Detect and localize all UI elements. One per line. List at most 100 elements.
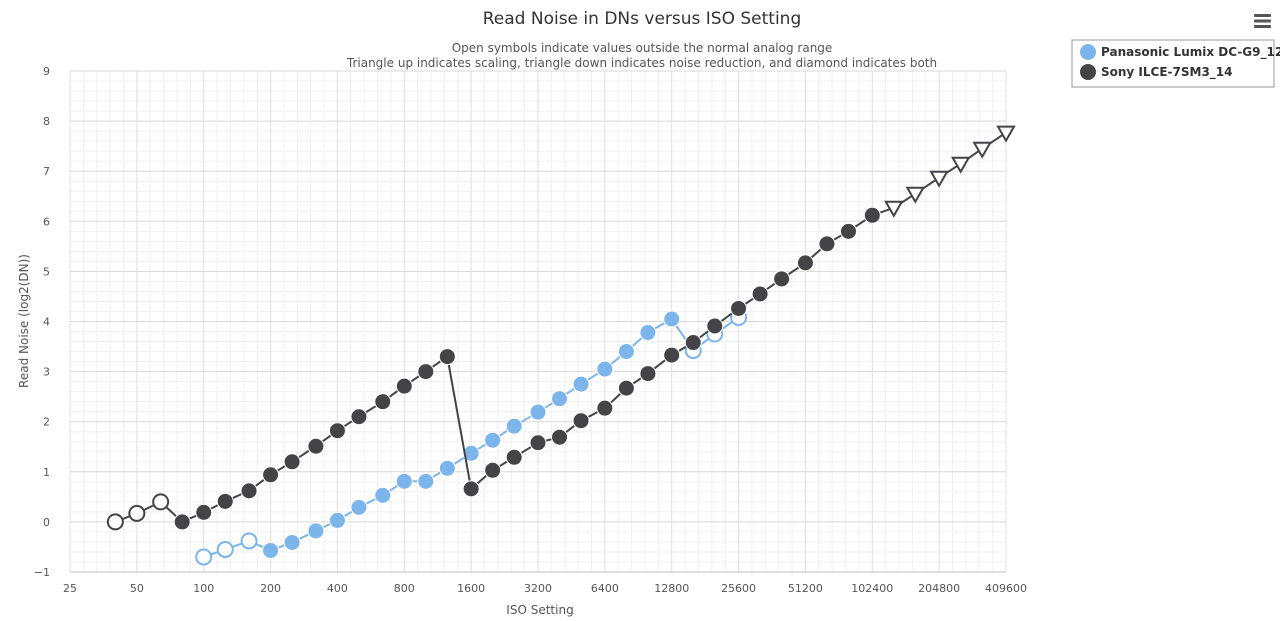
data-point[interactable] (863, 206, 881, 224)
x-tick-label: 204800 (918, 582, 960, 595)
data-point[interactable] (796, 254, 814, 272)
data-point[interactable] (350, 498, 368, 516)
data-point[interactable] (395, 472, 413, 490)
y-tick-label: 3 (43, 366, 50, 379)
data-point[interactable] (572, 412, 590, 430)
data-point-triangle-down[interactable] (884, 200, 904, 218)
data-point[interactable] (438, 459, 456, 477)
data-point[interactable] (462, 480, 480, 498)
legend-item-panasonic[interactable]: Panasonic Lumix DC-G9_12 (1080, 44, 1280, 60)
data-point[interactable] (283, 453, 301, 471)
major-grid (69, 70, 1007, 573)
x-axis-title: ISO Setting (506, 603, 573, 617)
x-tick-label: 50 (130, 582, 144, 595)
y-axis-title: Read Noise (log2(DN)) (17, 254, 31, 388)
x-tick-label: 51200 (788, 582, 823, 595)
data-point[interactable] (484, 431, 502, 449)
chart-subtitle-line-2: Triangle up indicates scaling, triangle … (346, 56, 937, 70)
y-tick-label: 6 (43, 215, 50, 228)
x-tick-label: 6400 (591, 582, 619, 595)
data-point-triangle-down[interactable] (950, 156, 971, 174)
data-point[interactable] (350, 408, 368, 426)
data-point[interactable] (195, 503, 213, 521)
data-point-triangle-down[interactable] (929, 170, 949, 188)
data-point[interactable] (596, 399, 614, 417)
data-point[interactable] (730, 299, 748, 317)
x-axis-ticks: 25 50 100 200 400 800 1600 3200 6400 12800 25600 51… (63, 582, 1027, 595)
data-point[interactable] (438, 348, 456, 366)
data-point-open[interactable] (216, 540, 234, 558)
data-point[interactable] (417, 472, 435, 490)
data-point[interactable] (751, 285, 769, 303)
data-point[interactable] (374, 486, 392, 504)
data-point[interactable] (551, 428, 569, 446)
legend-label-sony: Sony ILCE-7SM3_14 (1101, 65, 1233, 80)
data-point[interactable] (240, 482, 258, 500)
y-axis-ticks: −1 0 1 2 3 4 5 6 7 8 9 (34, 65, 50, 579)
data-point-open[interactable] (128, 504, 146, 522)
data-point[interactable] (773, 270, 791, 288)
x-tick-label: 1600 (457, 582, 485, 595)
data-point[interactable] (596, 360, 614, 378)
series-panasonic (195, 308, 748, 566)
data-point[interactable] (529, 434, 547, 452)
data-point-open[interactable] (152, 493, 170, 511)
legend-label-panasonic: Panasonic Lumix DC-G9_12 (1101, 45, 1280, 60)
y-tick-label: 7 (43, 165, 50, 178)
data-point[interactable] (617, 379, 635, 397)
data-point[interactable] (417, 363, 435, 381)
legend-item-sony[interactable]: Sony ILCE-7SM3_14 (1080, 64, 1233, 80)
y-tick-label: 1 (43, 466, 50, 479)
y-tick-label: 9 (43, 65, 50, 78)
data-point[interactable] (307, 437, 325, 455)
x-tick-label: 12800 (654, 582, 689, 595)
data-point-open[interactable] (106, 513, 124, 531)
data-point[interactable] (505, 448, 523, 466)
x-tick-label: 102400 (851, 582, 893, 595)
data-point-triangle-down[interactable] (905, 186, 926, 204)
data-point[interactable] (374, 393, 392, 411)
data-point[interactable] (216, 492, 234, 510)
data-point[interactable] (684, 334, 702, 352)
data-point-triangle-down[interactable] (972, 141, 992, 159)
hamburger-menu-icon[interactable] (1253, 13, 1273, 31)
data-point[interactable] (572, 375, 590, 393)
y-tick-label: 0 (43, 516, 50, 529)
x-tick-label: 3200 (524, 582, 552, 595)
data-point[interactable] (706, 317, 724, 335)
data-point[interactable] (839, 222, 857, 240)
data-point-triangle-down[interactable] (996, 125, 1016, 143)
data-point[interactable] (462, 444, 480, 462)
data-point[interactable] (484, 461, 502, 479)
x-tick-label: 25600 (721, 582, 756, 595)
data-point[interactable] (505, 417, 523, 435)
legend: Panasonic Lumix DC-G9_12 Sony ILCE-7SM3_… (1071, 39, 1280, 88)
x-tick-label: 100 (193, 582, 214, 595)
legend-marker-sony (1080, 64, 1096, 80)
legend-box (1071, 39, 1275, 88)
data-point-open[interactable] (195, 548, 213, 566)
chart-title: Read Noise in DNs versus ISO Setting (483, 9, 802, 29)
data-point[interactable] (283, 533, 301, 551)
x-tick-label: 400 (327, 582, 348, 595)
data-point[interactable] (663, 346, 681, 364)
data-point[interactable] (395, 377, 413, 395)
y-tick-label: 4 (43, 316, 50, 329)
y-tick-label: −1 (34, 566, 50, 579)
data-point[interactable] (639, 324, 657, 342)
data-point[interactable] (262, 466, 280, 484)
data-point[interactable] (328, 422, 346, 440)
data-point[interactable] (639, 365, 657, 383)
data-point[interactable] (328, 511, 346, 529)
data-point[interactable] (307, 522, 325, 540)
data-point[interactable] (529, 403, 547, 421)
data-point[interactable] (551, 390, 569, 408)
data-point[interactable] (663, 310, 681, 328)
data-point[interactable] (262, 541, 280, 559)
data-point[interactable] (173, 513, 191, 531)
data-point[interactable] (617, 343, 635, 361)
data-point[interactable] (818, 235, 836, 253)
data-point-open[interactable] (240, 532, 258, 550)
x-tick-label: 800 (394, 582, 415, 595)
